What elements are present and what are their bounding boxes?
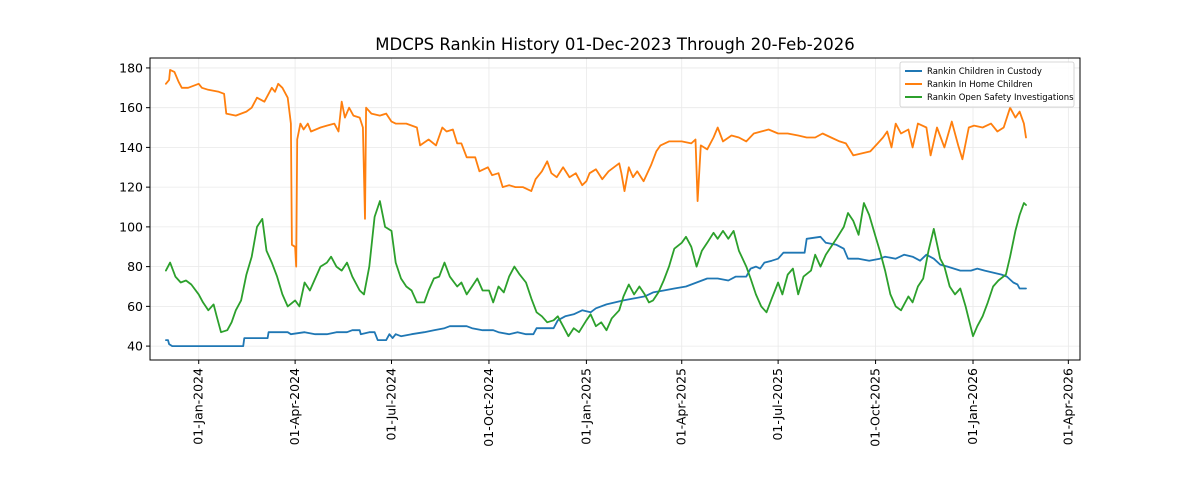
y-tick-label: 40	[127, 339, 143, 354]
x-tick-label: 01-Jul-2024	[384, 368, 399, 441]
y-tick-label: 160	[119, 100, 143, 115]
y-tick-label: 100	[119, 219, 143, 234]
legend-box	[899, 61, 1075, 108]
series-lines	[164, 69, 1027, 348]
y-tick-label: 80	[127, 259, 143, 274]
chart-title: MDCPS Rankin History 01-Dec-2023 Through…	[375, 35, 854, 54]
x-tick-label: 01-Jan-2026	[965, 368, 980, 445]
legend-label: Rankin In Home Children	[927, 80, 1032, 90]
x-axis: 01-Jan-2024 01-Apr-2024 01-Jul-2024 01-Oct-…	[191, 360, 1075, 447]
x-tick-label: 01-Jan-2025	[578, 368, 593, 445]
y-axis: 40 60 80 100 120 140 160 180	[119, 60, 150, 354]
grid-lines	[150, 58, 1080, 360]
x-tick-label: 01-Apr-2025	[674, 368, 689, 445]
x-tick-label: 01-Apr-2024	[287, 368, 302, 445]
x-tick-label: 01-Oct-2025	[868, 368, 883, 447]
x-tick-label: 01-Apr-2026	[1060, 368, 1075, 445]
x-tick-label: 01-Jul-2025	[770, 368, 785, 441]
x-tick-label: 01-Oct-2024	[481, 368, 496, 447]
series-line-rankin-children-in-custody	[164, 235, 1027, 348]
series-line-rankin-open-safety-investigations	[164, 200, 1027, 338]
x-tick-label: 01-Jan-2024	[191, 368, 206, 445]
y-tick-label: 140	[119, 140, 143, 155]
series-line-rankin-in-home-children	[164, 69, 1027, 268]
y-tick-label: 60	[127, 299, 143, 314]
plot-area-frame	[149, 57, 1081, 361]
legend-label: Rankin Children in Custody	[927, 67, 1042, 77]
legend-label: Rankin Open Safety Investigations	[927, 93, 1074, 103]
y-tick-label: 120	[119, 180, 143, 195]
y-tick-label: 180	[119, 60, 143, 75]
legend: Rankin Children in Custody Rankin In Home…	[899, 61, 1075, 108]
